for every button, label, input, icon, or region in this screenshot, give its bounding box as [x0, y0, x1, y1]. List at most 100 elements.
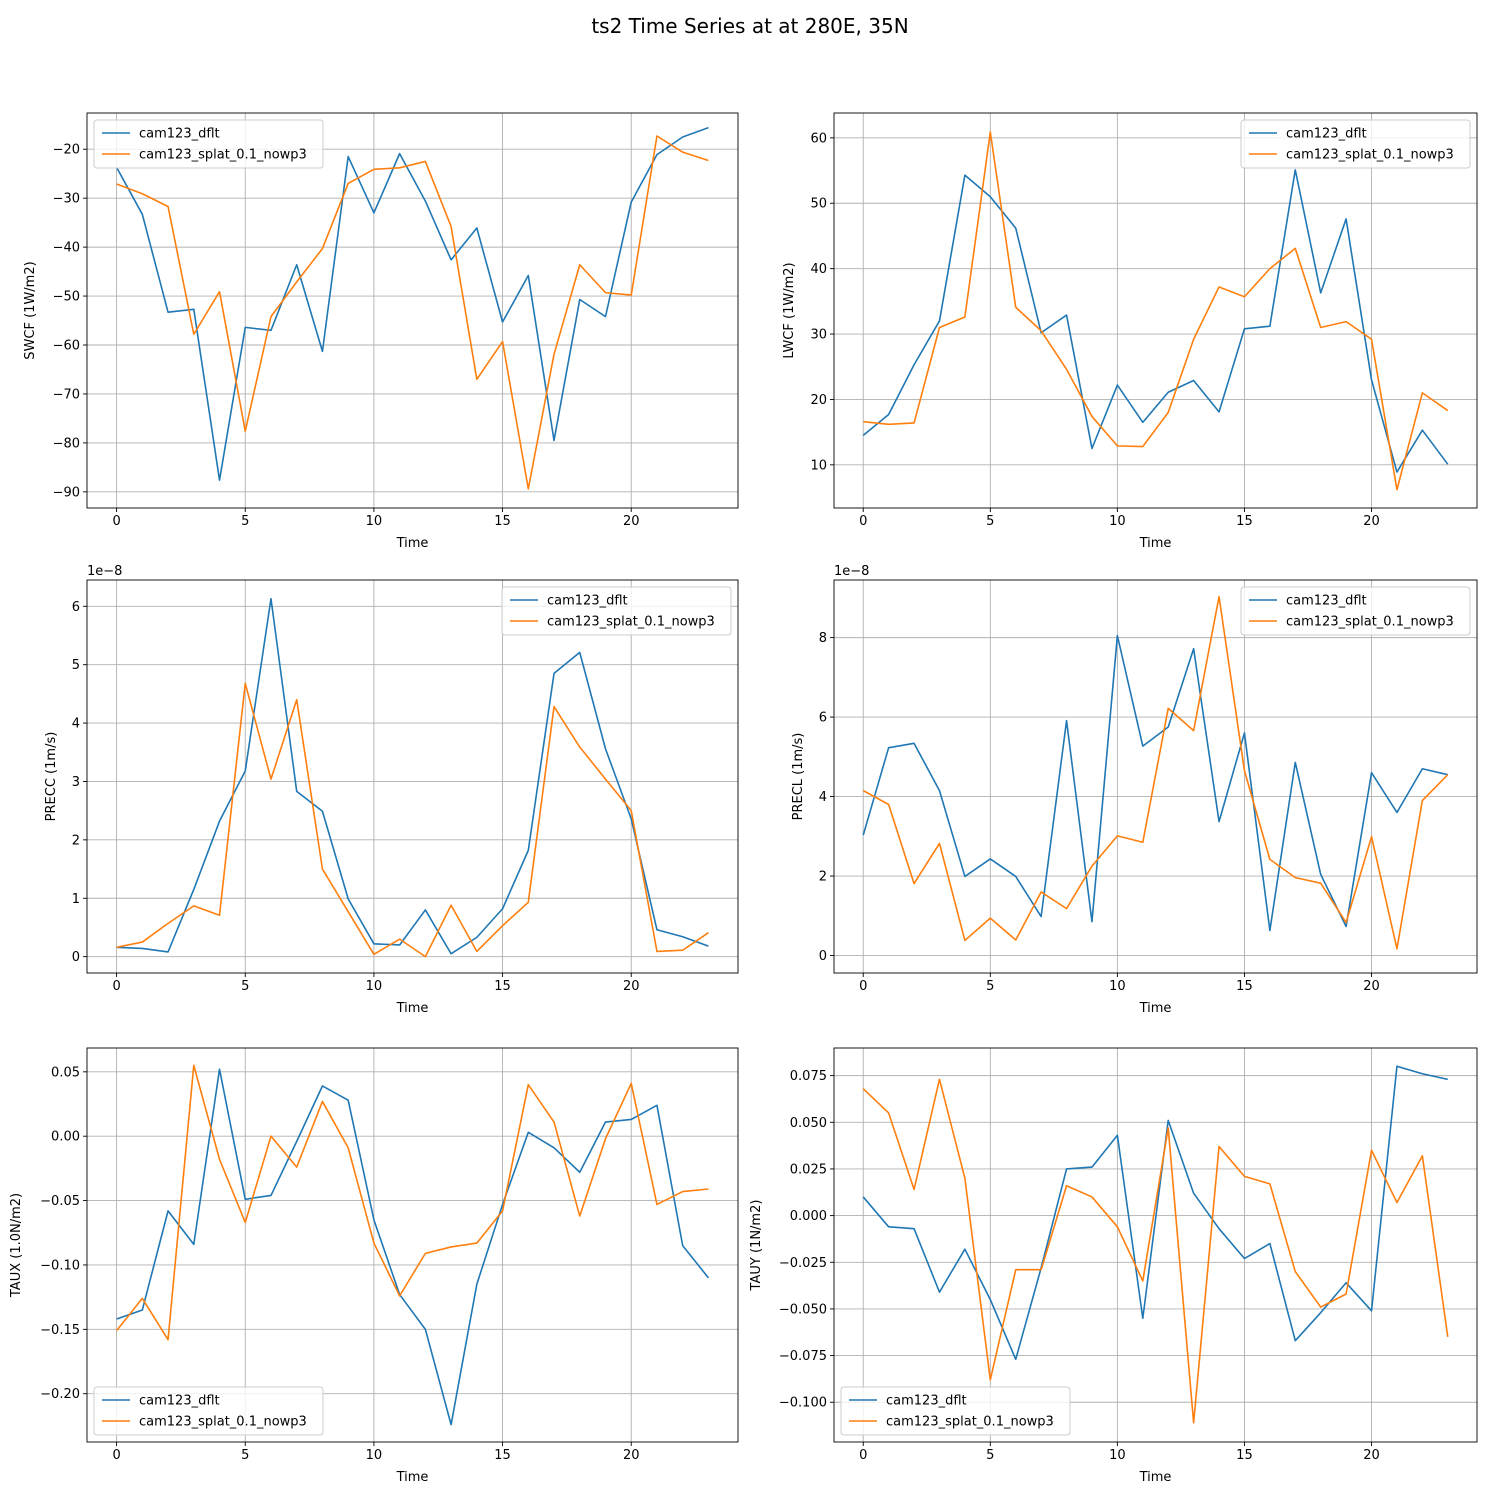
- legend-label: cam123_splat_0.1_nowp3: [547, 615, 715, 630]
- x-axis-label: Time: [396, 536, 429, 551]
- x-tick-label: 15: [494, 1448, 511, 1463]
- axis-offset-label: 1e−8: [834, 564, 869, 579]
- axes-frame: [86, 1047, 739, 1443]
- legend-label: cam123_splat_0.1_nowp3: [1286, 148, 1454, 163]
- y-tick-label: 1: [72, 892, 80, 907]
- legend: cam123_dflt cam123_splat_0.1_nowp3: [501, 586, 732, 636]
- series-lines: [115, 1064, 710, 1426]
- x-tick-label: 5: [241, 1448, 249, 1463]
- y-tick-label: 0.05: [51, 1065, 80, 1080]
- series-line-cam123_dflt: [115, 126, 709, 481]
- series-lines: [116, 597, 709, 958]
- x-axis-label: Time: [396, 1470, 429, 1485]
- y-tick-label: 0.050: [790, 1116, 827, 1131]
- legend-label: cam123_dflt: [139, 127, 220, 142]
- series-line-cam123_dflt: [862, 1065, 1448, 1361]
- y-tick-label: 40: [810, 262, 827, 277]
- legend-label: cam123_splat_0.1_nowp3: [886, 1415, 1054, 1430]
- series-lines: [862, 1065, 1449, 1424]
- legend-label: cam123_dflt: [1286, 127, 1367, 142]
- x-tick-label: 10: [366, 979, 383, 994]
- series-line-cam123_splat_0.1_nowp3: [115, 1064, 709, 1341]
- x-tick-label: 20: [623, 1448, 640, 1463]
- y-tick-label: 0.025: [790, 1162, 827, 1177]
- legend-label: cam123_dflt: [1286, 594, 1367, 609]
- axis-offset-label: 1e−8: [87, 564, 122, 579]
- y-axis-label: LWCF (1W/m2): [782, 262, 797, 358]
- legend-box: [501, 586, 732, 636]
- y-tick-label: −0.025: [779, 1256, 827, 1271]
- series-line-cam123_dflt: [862, 634, 1448, 932]
- panel-tauy: 0 5 10 15 20 −0.100 −0.075 −0.050 −0.025 0.000 0.0…: [749, 1047, 1478, 1485]
- y-axis-label: TAUY (1N/m2): [749, 1200, 764, 1292]
- legend-label: cam123_splat_0.1_nowp3: [1286, 615, 1454, 630]
- y-tick-label: 2: [72, 833, 80, 848]
- x-tick-label: 20: [1363, 1448, 1380, 1463]
- legend: cam123_dflt cam123_splat_0.1_nowp3: [840, 1386, 1071, 1436]
- panel-lwcf: 0 5 10 15 20 10 20 30 40 50 60 Time LWCF (1W/m2) cam1…: [782, 112, 1478, 551]
- legend: cam123_dflt cam123_splat_0.1_nowp3: [1240, 119, 1471, 169]
- y-tick-label: 4: [819, 790, 827, 805]
- x-tick-label: 15: [494, 514, 511, 529]
- y-tick-label: −60: [53, 339, 80, 354]
- legend-label: cam123_dflt: [547, 594, 628, 609]
- panel-swcf: 0 5 10 15 20 −90 −80 −70 −60 −50 −40 −30 −20 Time SWCF…: [23, 112, 739, 551]
- x-tick-label: 10: [1109, 1448, 1126, 1463]
- legend: cam123_dflt cam123_splat_0.1_nowp3: [93, 1386, 324, 1436]
- y-tick-label: 50: [810, 197, 827, 212]
- x-tick-label: 5: [986, 979, 994, 994]
- x-tick-label: 15: [1236, 979, 1253, 994]
- legend-box: [840, 1386, 1071, 1436]
- legend-box: [1240, 119, 1471, 169]
- x-tick-label: 5: [986, 1448, 994, 1463]
- y-tick-label: 0.00: [51, 1130, 80, 1145]
- legend: cam123_dflt cam123_splat_0.1_nowp3: [1240, 586, 1471, 636]
- y-tick-label: 0: [72, 950, 80, 965]
- y-tick-label: −0.050: [779, 1302, 827, 1317]
- y-tick-label: −0.15: [40, 1323, 80, 1338]
- series-lines: [862, 595, 1449, 950]
- y-tick-label: −0.05: [40, 1194, 80, 1209]
- y-axis-label: PRECL (1m/s): [791, 733, 806, 821]
- y-tick-label: 6: [819, 711, 827, 726]
- legend-label: cam123_dflt: [886, 1394, 967, 1409]
- panel-taux: 0 5 10 15 20 −0.20 −0.15 −0.10 −0.05 0.00 0.05 Time…: [9, 1047, 739, 1485]
- x-tick-label: 0: [112, 979, 120, 994]
- y-tick-label: 30: [810, 328, 827, 343]
- series-line-cam123_splat_0.1_nowp3: [862, 1078, 1449, 1424]
- panel-precc: 0 5 10 15 20 0 1 2 3 4 5 6 Time PRECC (1m/s) 1e−8 cam12…: [44, 564, 739, 1016]
- legend-label: cam123_dflt: [139, 1394, 220, 1409]
- legend-box: [1240, 586, 1471, 636]
- x-axis-label: Time: [1139, 1470, 1172, 1485]
- y-tick-label: −0.10: [40, 1258, 80, 1273]
- x-tick-label: 20: [623, 979, 640, 994]
- series-lines: [862, 131, 1449, 491]
- axes-frame: [86, 112, 739, 509]
- legend-box: [93, 119, 324, 169]
- x-tick-label: 15: [494, 979, 511, 994]
- y-tick-label: 0: [819, 949, 827, 964]
- x-tick-label: 20: [623, 514, 640, 529]
- x-tick-label: 10: [1109, 979, 1126, 994]
- axes-frame: [833, 579, 1478, 974]
- series-line-cam123_dflt: [116, 1068, 710, 1426]
- y-tick-label: 8: [819, 631, 827, 646]
- x-tick-label: 10: [1109, 514, 1126, 529]
- x-axis-label: Time: [1139, 536, 1172, 551]
- axes-frame: [833, 112, 1478, 509]
- y-tick-label: −0.100: [779, 1396, 827, 1411]
- x-tick-label: 0: [112, 514, 120, 529]
- y-tick-label: −90: [53, 485, 80, 500]
- figure-title: ts2 Time Series at at 280E, 35N: [591, 14, 909, 38]
- y-tick-label: 20: [810, 393, 827, 408]
- x-tick-label: 0: [112, 1448, 120, 1463]
- y-tick-label: −80: [53, 436, 80, 451]
- y-tick-label: 0.000: [790, 1209, 827, 1224]
- x-tick-label: 0: [859, 1448, 867, 1463]
- y-tick-label: −0.075: [779, 1349, 827, 1364]
- y-tick-label: −20: [53, 143, 80, 158]
- y-tick-label: 60: [810, 131, 827, 146]
- axes-frame: [833, 1047, 1478, 1443]
- y-axis-label: TAUX (1.0N/m2): [9, 1193, 24, 1298]
